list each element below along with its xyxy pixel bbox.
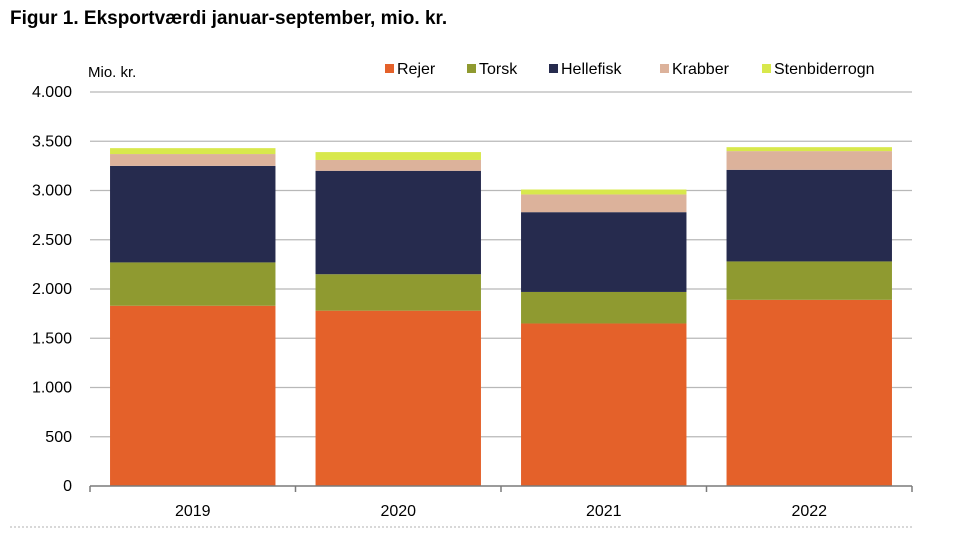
y-tick-label: 1.500 xyxy=(32,330,72,347)
bar-segment-torsk-2022 xyxy=(726,261,892,300)
legend-swatch xyxy=(385,64,394,73)
y-tick-label: 1.000 xyxy=(32,380,72,397)
bar-segment-stenbiderrogn-2021 xyxy=(521,189,687,195)
bar-segment-torsk-2019 xyxy=(110,262,276,306)
x-tick-label: 2021 xyxy=(586,503,622,520)
bar-segment-krabber-2021 xyxy=(521,194,687,213)
bar-segment-hellefisk-2019 xyxy=(110,165,276,263)
bar-segment-hellefisk-2022 xyxy=(726,169,892,262)
y-tick-label: 2.500 xyxy=(32,232,72,249)
bar-segment-stenbiderrogn-2022 xyxy=(726,147,892,152)
bar-segment-rejer-2022 xyxy=(726,299,892,486)
legend: Rejer Torsk Hellefisk Krabber Stenbiderrogn xyxy=(385,61,875,78)
y-tick-label: 500 xyxy=(45,429,72,446)
axes: 0 500 1.000 1.500 2.000 2.500 3.000 3.500 4.000 2… xyxy=(10,84,913,528)
legend-label: Hellefisk xyxy=(561,61,622,78)
legend-label: Torsk xyxy=(479,61,518,78)
x-tick-label: 2022 xyxy=(791,503,827,520)
y-tick-label: 3.000 xyxy=(32,183,72,200)
bar-segment-torsk-2021 xyxy=(521,291,687,324)
bar-segment-krabber-2019 xyxy=(110,154,276,166)
legend-item-rejer: Rejer xyxy=(385,61,436,78)
y-axis-label: Mio. kr. xyxy=(88,64,136,81)
bar-segment-krabber-2020 xyxy=(315,159,481,171)
bar-segment-stenbiderrogn-2019 xyxy=(110,148,276,155)
y-tick-label: 2.000 xyxy=(32,281,72,298)
bar-segment-hellefisk-2021 xyxy=(521,212,687,292)
bar-segment-rejer-2019 xyxy=(110,305,276,486)
legend-item-stenbiderrogn: Stenbiderrogn xyxy=(762,61,875,78)
bar-segment-rejer-2021 xyxy=(521,323,687,486)
bar-segment-rejer-2020 xyxy=(315,310,481,486)
y-tick-label: 3.500 xyxy=(32,133,72,150)
y-tick-label: 4.000 xyxy=(32,84,72,101)
bar-segment-krabber-2022 xyxy=(726,151,892,170)
legend-label: Krabber xyxy=(672,61,730,78)
legend-swatch xyxy=(549,64,558,73)
y-tick-label: 0 xyxy=(63,478,72,495)
legend-swatch xyxy=(660,64,669,73)
legend-item-krabber: Krabber xyxy=(660,61,730,78)
x-tick-label: 2019 xyxy=(175,503,211,520)
legend-item-hellefisk: Hellefisk xyxy=(549,61,622,78)
legend-label: Rejer xyxy=(397,61,436,78)
legend-label: Stenbiderrogn xyxy=(774,61,875,78)
x-tick-label: 2020 xyxy=(380,503,416,520)
bar-segment-torsk-2020 xyxy=(315,274,481,311)
figure-title: Figur 1. Eksportværdi januar-september, … xyxy=(10,8,448,29)
bar-segment-hellefisk-2020 xyxy=(315,170,481,275)
bar-segment-stenbiderrogn-2020 xyxy=(315,152,481,160)
legend-swatch xyxy=(762,64,771,73)
legend-swatch xyxy=(467,64,476,73)
legend-item-torsk: Torsk xyxy=(467,61,518,78)
bars xyxy=(110,147,892,486)
